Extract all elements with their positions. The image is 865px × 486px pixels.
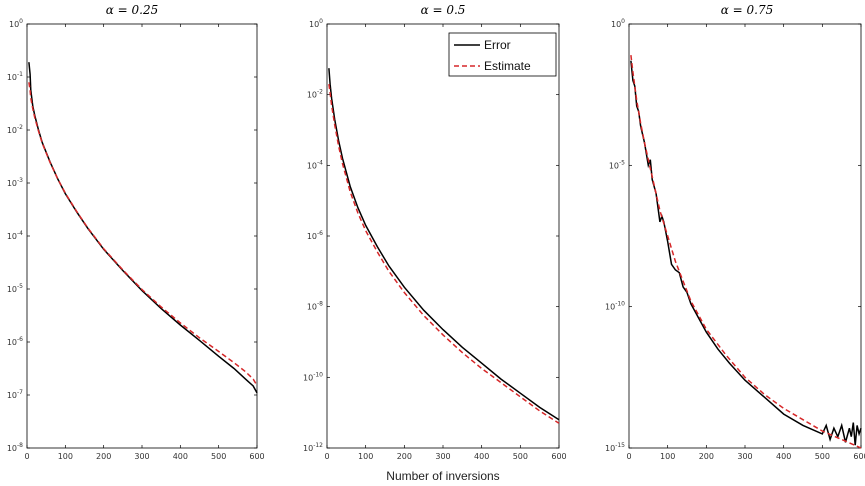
x-axis-label: Number of inversions: [386, 469, 499, 483]
x-tick-label: 600: [853, 452, 865, 461]
series-error-line: [630, 60, 862, 446]
x-tick-label: 300: [435, 452, 450, 461]
legend: Error Estimate: [448, 32, 557, 77]
x-tick-label: 500: [815, 452, 830, 461]
panel-alpha-025: α = 0.25 10-810-710-610-510-410-310-210-…: [7, 3, 265, 461]
panel-title: α = 0.25: [106, 3, 159, 17]
x-tick-label: 400: [173, 452, 188, 461]
y-axis: 10-12 10-10 10-8 10-6 10-4 10-2 100: [303, 18, 559, 453]
legend-error-label: Error: [484, 38, 511, 52]
panel-alpha-075: α = 0.75 10-15 10-10 10-5 100 0 100 200 300 400…: [605, 3, 865, 461]
x-tick-label: 0: [626, 452, 631, 461]
panel-title: α = 0.75: [721, 3, 774, 17]
y-tick-label: 10-12: [303, 442, 323, 453]
x-tick-label: 300: [737, 452, 752, 461]
panel-title: α = 0.5: [421, 3, 466, 17]
series-group: [328, 68, 560, 424]
x-tick-label: 300: [134, 452, 149, 461]
x-axis: 0 100 200 300 400 500 600: [324, 24, 567, 461]
x-tick-label: 0: [324, 452, 329, 461]
x-tick-label: 600: [551, 452, 566, 461]
y-tick-label: 10-3: [7, 177, 23, 188]
series-estimate-line: [630, 55, 862, 449]
x-tick-label: 100: [58, 452, 73, 461]
series-error-line: [328, 68, 560, 421]
y-axis: 10-15 10-10 10-5 100: [605, 18, 861, 453]
y-tick-label: 100: [9, 18, 23, 29]
plot-frame: [326, 23, 560, 449]
y-tick-label: 10-8: [307, 301, 323, 312]
x-tick-label: 400: [474, 452, 489, 461]
y-tick-label: 10-10: [605, 301, 625, 312]
series-group: [630, 55, 862, 449]
y-tick-label: 10-4: [307, 159, 323, 170]
x-tick-label: 500: [211, 452, 226, 461]
plot-frame: [628, 23, 862, 449]
y-tick-label: 10-2: [7, 124, 23, 135]
plot-frame: [26, 23, 258, 449]
x-axis: 0 100 200 300 400 500 600: [626, 24, 865, 461]
x-tick-label: 100: [660, 452, 675, 461]
y-axis: 10-8 10-7 10-6 10-5 10-4 10-3 10-2 10-1 100: [7, 18, 257, 453]
y-tick-label: 10-2: [307, 89, 323, 100]
series-estimate-line: [328, 83, 560, 424]
y-tick-label: 10-5: [609, 159, 625, 170]
y-tick-label: 100: [309, 18, 323, 29]
x-tick-label: 0: [24, 452, 29, 461]
y-tick-label: 10-6: [307, 230, 323, 241]
x-tick-label: 500: [513, 452, 528, 461]
x-tick-label: 200: [96, 452, 111, 461]
y-tick-label: 10-1: [7, 71, 23, 82]
y-tick-label: 10-5: [7, 283, 23, 294]
legend-estimate-label: Estimate: [484, 59, 531, 73]
y-tick-label: 10-10: [303, 371, 323, 382]
x-tick-label: 600: [249, 452, 264, 461]
series-group: [28, 62, 258, 394]
x-axis: 0 100 200 300 400 500 600: [24, 24, 265, 461]
y-tick-label: 10-7: [7, 389, 23, 400]
y-tick-label: 10-6: [7, 336, 23, 347]
x-tick-label: 400: [776, 452, 791, 461]
y-tick-label: 10-15: [605, 442, 625, 453]
x-tick-label: 100: [358, 452, 373, 461]
x-tick-label: 200: [397, 452, 412, 461]
y-tick-label: 10-4: [7, 230, 23, 241]
series-error-line: [28, 62, 258, 394]
y-tick-label: 10-8: [7, 442, 23, 453]
x-tick-label: 200: [699, 452, 714, 461]
legend-box: [448, 32, 557, 77]
y-tick-label: 100: [611, 18, 625, 29]
series-estimate-line: [28, 82, 258, 386]
